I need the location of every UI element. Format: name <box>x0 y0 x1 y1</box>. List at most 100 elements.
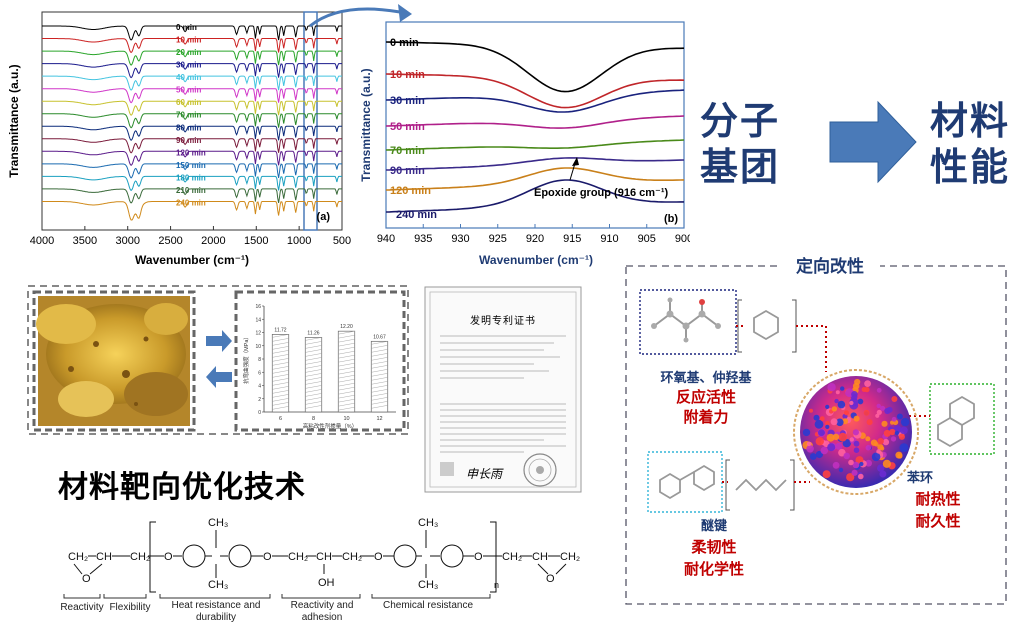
tick-label-b: 905 <box>638 233 656 245</box>
bar-category-label: 10 <box>343 416 349 422</box>
spectrum-line-a <box>42 188 342 204</box>
ether-o-1: O <box>164 551 173 563</box>
flexural-strength-bar-chart: 0 2 4 6 8 10 12 14 16 11.72 6 11.26 8 12.20 10 10.67 12 高… <box>242 304 396 430</box>
spectrum-line-a <box>42 88 342 104</box>
bar <box>271 334 290 413</box>
hydroxyl-oh: OH <box>318 577 335 589</box>
chart-b-panel-label: (b) <box>664 213 678 225</box>
ch2-mid-2: CH₂ <box>342 551 362 563</box>
spectrum-line-a <box>42 38 342 54</box>
nanoparticle-sphere <box>793 369 919 495</box>
label-durability: durability <box>196 612 236 623</box>
tick-label-b: 900 <box>675 233 690 245</box>
series-label-a: 60 min <box>176 98 201 107</box>
spectrum-line-b <box>385 41 685 93</box>
flow-left-line-2: 基团 <box>700 145 781 189</box>
ftir-chart-b: 0 min 10 min 30 min 50 min 70 min 90 min 120 m… <box>359 21 690 267</box>
chart-b-ylabel: Transmittance (a.u.) <box>359 68 373 181</box>
spectrum-line-a <box>42 138 342 154</box>
series-label-b: 10 min <box>390 69 425 81</box>
flexibility-property: 柔韧性 <box>691 538 736 556</box>
flow-right-line-1: 材料 <box>930 99 1011 143</box>
tick-label-a: 1500 <box>244 235 268 247</box>
bar-y-tick: 10 <box>255 344 261 350</box>
bar-y-tick: 12 <box>255 331 261 337</box>
bar-y-tick: 4 <box>258 384 261 390</box>
bar-y-tick: 0 <box>258 410 261 416</box>
bar-value-label: 11.72 <box>274 327 286 333</box>
zoom-arrow <box>309 4 412 28</box>
spectrum-line-b <box>385 115 685 129</box>
label-adhesion: adhesion <box>302 612 343 623</box>
spectrum-line-a <box>42 175 342 192</box>
zoom-region-box <box>303 11 318 231</box>
spectrum-line-a <box>42 125 342 142</box>
epoxy-structure-diagram: CH₂ CH CH₂ O O CH₃ CH₃ O CH₂ CH CH₂ OH O… <box>60 517 580 623</box>
series-label-a: 80 min <box>176 123 201 132</box>
tick-label-b: 910 <box>600 233 618 245</box>
series-label-a: 50 min <box>176 86 201 95</box>
chart-a-panel-label: (a) <box>317 211 331 223</box>
durability-property: 耐久性 <box>915 512 960 530</box>
spectrum-line-a <box>42 75 342 91</box>
molecule-model-4 <box>735 478 787 492</box>
targeted-modification-panel: 定向改性 <box>625 256 1007 605</box>
left-arrow-icon <box>206 366 232 388</box>
bar-y-tick: 2 <box>258 397 261 403</box>
chemical-resistance-property: 耐化学性 <box>684 560 744 578</box>
spectrum-line-b <box>385 73 685 109</box>
epoxide-o-left: O <box>82 573 91 585</box>
series-label-a: 240 min <box>176 199 206 208</box>
tick-label-b: 940 <box>377 233 395 245</box>
series-label-b: 90 min <box>390 165 425 177</box>
bar-y-tick: 16 <box>255 304 261 310</box>
label-flexibility: Flexibility <box>109 602 150 613</box>
molecule-model-1 <box>653 300 719 340</box>
ch-mid: CH <box>316 551 332 563</box>
bar-value-label: 12.20 <box>340 324 353 330</box>
spectrum-line-b <box>385 157 685 171</box>
bar-category-label: 8 <box>312 416 315 422</box>
chart-a-ylabel: Transmittance (a.u.) <box>7 64 21 177</box>
spectrum-line-b <box>385 139 685 151</box>
patent-title: 发明专利证书 <box>470 314 536 327</box>
tick-label-a: 3500 <box>73 235 97 247</box>
tick-label-a: 4000 <box>30 235 54 247</box>
spectrum-line-a <box>42 201 342 221</box>
molecule-model-2 <box>753 309 779 341</box>
spectrum-line-a <box>42 50 342 66</box>
series-label-a: 180 min <box>176 173 206 182</box>
tick-label-b: 920 <box>526 233 544 245</box>
epoxide-annotation: Epoxide group (916 cm⁻¹) <box>534 187 668 199</box>
tick-label-b: 915 <box>563 233 581 245</box>
spectrum-line-a <box>42 63 342 79</box>
flow-arrow <box>829 100 917 184</box>
series-label-b: 240 min <box>396 209 437 221</box>
series-label-a: 0 min <box>176 23 197 32</box>
spectrum-line-b <box>385 179 684 213</box>
series-label-b: 0 min <box>390 37 419 49</box>
series-label-a: 90 min <box>176 136 201 145</box>
main-title: 材料靶向优化技术 <box>58 470 306 505</box>
bar-category-label: 12 <box>376 416 382 422</box>
tick-label-a: 500 <box>333 235 351 247</box>
tick-label-a: 3000 <box>115 235 139 247</box>
chart-a-xlabel: Wavenumber (cm⁻¹) <box>135 253 249 267</box>
bar-y-tick: 6 <box>258 370 261 376</box>
patent-signature: 申长雨 <box>466 467 504 481</box>
benzene-ring-label: 苯环 <box>906 470 933 485</box>
ch-left: CH <box>96 551 112 563</box>
ether-o-4: O <box>474 551 483 563</box>
series-label-b: 30 min <box>390 95 425 107</box>
series-label-a: 210 min <box>176 186 206 195</box>
ch2-right-2: CH₂ <box>560 551 580 563</box>
spectrum-line-a <box>42 25 342 41</box>
reactivity-property: 反应活性 <box>676 388 736 406</box>
epoxide-o-right: O <box>546 573 555 585</box>
series-label-a: 30 min <box>176 61 201 70</box>
series-label-b: 50 min <box>390 121 425 133</box>
label-reactivity: Reactivity <box>60 602 103 613</box>
ch3-top-2: CH₃ <box>418 517 438 529</box>
ch3-bottom-2: CH₃ <box>418 579 438 591</box>
bar <box>370 340 389 413</box>
